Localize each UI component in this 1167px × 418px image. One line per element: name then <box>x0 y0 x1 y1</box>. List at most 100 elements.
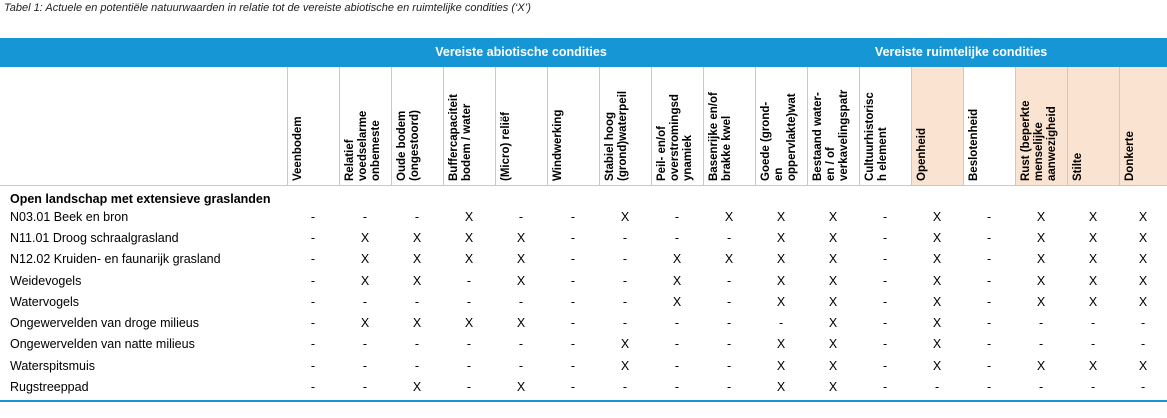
table-cell: - <box>726 230 732 245</box>
column-header-row: Veenbodem Relatief voedselarme onbemeste O… <box>0 66 1167 186</box>
row-label: Waterspitsmuis <box>10 358 95 373</box>
table-cell: - <box>882 316 888 331</box>
table-cell: - <box>362 380 368 395</box>
column-header-label: Rust (beperkte menselijke aanwezigheid <box>1019 100 1058 181</box>
table-cell: X <box>1088 358 1098 373</box>
table-cell: - <box>882 294 888 309</box>
table-cell: - <box>570 380 576 395</box>
row-label: Rugstreeppad <box>10 380 89 395</box>
table-cell: X <box>672 252 682 267</box>
table-row: Watervogels - - - - - - - X - X X - X - X X X <box>0 291 1167 312</box>
column-header-label: Stilte <box>1071 152 1084 181</box>
table-cell: X <box>1138 294 1148 309</box>
table-cell: - <box>1090 316 1096 331</box>
table-cell: - <box>986 273 992 288</box>
column-header-label: Openheid <box>915 127 928 181</box>
table-cell: - <box>778 316 784 331</box>
table-cell: - <box>882 337 888 352</box>
table-cell: X <box>1138 230 1148 245</box>
table-cell: - <box>1038 380 1044 395</box>
column-header: Beslotenheid <box>962 66 1016 186</box>
table-cell: X <box>932 252 942 267</box>
table-cell: - <box>1038 337 1044 352</box>
table-cell: - <box>622 294 628 309</box>
column-header-label: Peil- en/of overstromingsd ynamiek <box>655 94 694 181</box>
column-header-label: Beslotenheid <box>967 108 980 181</box>
conditions-table: Vereiste abiotische condities Vereiste r… <box>0 38 1167 398</box>
table-cell: - <box>986 380 992 395</box>
column-header-label: Goede (grond- en oppervlakte)wat <box>759 93 798 181</box>
table-cell: - <box>726 294 732 309</box>
table-cell: - <box>986 252 992 267</box>
table-cell: X <box>828 252 838 267</box>
table-cell: X <box>1088 209 1098 224</box>
table-row: N12.02 Kruiden- en faunarijk grasland - X X… <box>0 249 1167 270</box>
table-cell: X <box>776 294 786 309</box>
table-cell: X <box>1036 294 1046 309</box>
column-header: Stabiel hoog (grond)waterpeil <box>598 66 651 186</box>
table-cell: - <box>622 252 628 267</box>
table-cell: X <box>1138 358 1148 373</box>
table-cell: - <box>986 316 992 331</box>
table-cell: X <box>1088 273 1098 288</box>
table-cell: X <box>1138 209 1148 224</box>
column-header: Relatief voedselarme onbemeste <box>338 66 391 186</box>
table-cell: - <box>986 358 992 373</box>
column-header: Bestaand water- en / of verkavelingspatr <box>806 66 860 186</box>
table-bottom-rule <box>0 400 1167 402</box>
table-cell: - <box>674 337 680 352</box>
column-header: Peil- en/of overstromingsd ynamiek <box>650 66 703 186</box>
table-caption: Tabel 1: Actuele en potentiële natuurwaa… <box>4 2 531 14</box>
table-cell: - <box>362 294 368 309</box>
table-cell: - <box>882 358 888 373</box>
table-cell: X <box>1036 252 1046 267</box>
table-cell: X <box>776 209 786 224</box>
table-cell: - <box>1140 316 1146 331</box>
row-label: Weidevogels <box>10 273 82 288</box>
table-cell: - <box>726 337 732 352</box>
table-cell: - <box>622 230 628 245</box>
table-cell: - <box>1038 316 1044 331</box>
table-cell: X <box>620 337 630 352</box>
table-cell: X <box>464 230 474 245</box>
table-row: Ongewervelden van natte milieus - - - - - - X - -… <box>0 334 1167 355</box>
column-header: Donkerte <box>1118 66 1167 186</box>
column-header-label: Windwerking <box>551 109 564 181</box>
row-label: Ongewervelden van droge milieus <box>10 316 199 331</box>
table-cell: X <box>1036 209 1046 224</box>
group-header-spatial: Vereiste ruimtelijke condities <box>755 38 1167 67</box>
section-row: Open landschap met extensieve graslanden <box>0 185 1167 206</box>
table-cell: X <box>516 273 526 288</box>
table-cell: - <box>466 337 472 352</box>
table-cell: X <box>932 294 942 309</box>
column-header-label: Basenrijke en/of brakke kwel <box>707 92 733 181</box>
table-cell: - <box>570 273 576 288</box>
table-cell: X <box>932 358 942 373</box>
table-cell: - <box>726 358 732 373</box>
row-label: N12.02 Kruiden- en faunarijk grasland <box>10 252 221 267</box>
table-cell: X <box>932 316 942 331</box>
table-cell: - <box>362 209 368 224</box>
table-cell: - <box>570 337 576 352</box>
column-header-label: Buffercapaciteit bodem / water <box>447 94 473 181</box>
table-cell: - <box>570 209 576 224</box>
table-cell: - <box>414 294 420 309</box>
table-cell: - <box>726 316 732 331</box>
table-cell: - <box>518 337 524 352</box>
table-cell: - <box>726 273 732 288</box>
column-header: Goede (grond- en oppervlakte)wat <box>754 66 808 186</box>
table-cell: - <box>986 337 992 352</box>
table-cell: X <box>828 294 838 309</box>
column-header: Cultuurhistorisc h element <box>858 66 912 186</box>
table-cell: - <box>674 380 680 395</box>
table-cell: - <box>466 294 472 309</box>
table-cell: X <box>464 316 474 331</box>
table-row: Ongewervelden van droge milieus - X X X X - - - -… <box>0 312 1167 333</box>
table-cell: X <box>932 209 942 224</box>
column-header: Veenbodem <box>286 66 339 186</box>
table-cell: X <box>1036 230 1046 245</box>
table-cell: - <box>570 230 576 245</box>
table-cell: X <box>828 273 838 288</box>
column-header-label: Relatief voedselarme onbemeste <box>343 110 382 181</box>
table-cell: X <box>464 209 474 224</box>
